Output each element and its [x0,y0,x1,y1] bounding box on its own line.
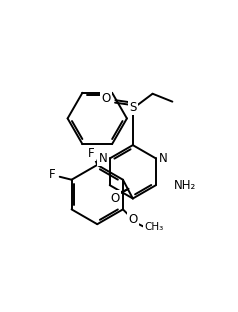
Text: N: N [159,152,167,165]
Text: NH₂: NH₂ [174,179,196,192]
Text: O: O [102,92,111,105]
Text: CH₃: CH₃ [145,222,164,232]
Text: O: O [111,192,120,205]
Text: O: O [128,213,137,226]
Text: F: F [88,147,95,159]
Text: F: F [49,168,55,181]
Text: N: N [99,152,107,165]
Text: S: S [129,101,137,114]
